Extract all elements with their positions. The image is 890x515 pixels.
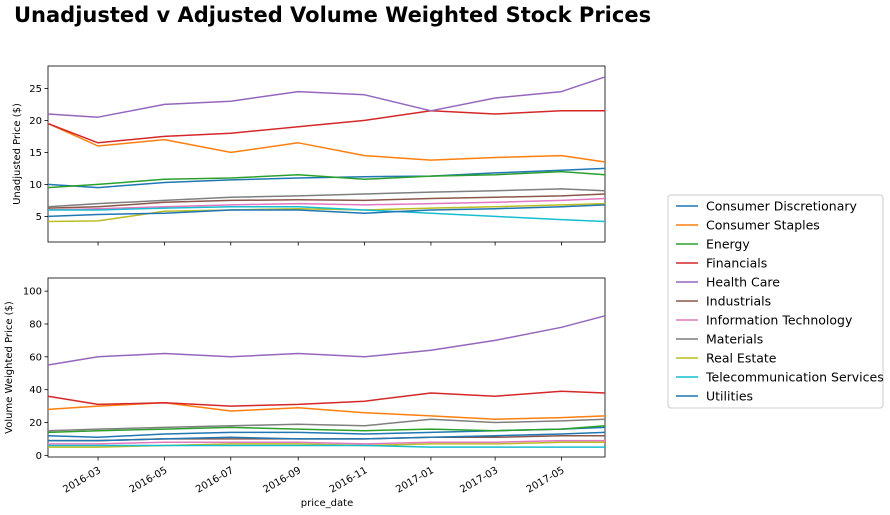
unadjusted-series-consumer-staples [47, 122, 606, 163]
legend-items: Consumer Discretionary Consumer Staples En… [676, 199, 884, 404]
legend-label-industrials: Industrials [706, 294, 771, 309]
volume-weighted-x-tick-label: 2016-05 [128, 465, 170, 495]
unadjusted-series-materials [47, 188, 606, 208]
volume-weighted-y-tick-label: 100 [23, 287, 42, 298]
legend-label-financials: Financials [706, 256, 767, 271]
unadjusted-series-information-technology [47, 197, 606, 211]
volume-weighted-series-financials [47, 390, 606, 407]
volume-weighted-y-tick-label: 20 [29, 418, 42, 429]
figure-title: Unadjusted v Adjusted Volume Weighted St… [14, 3, 651, 27]
x-axis-label: price_date [301, 498, 353, 509]
unadjusted-y-tick-label: 25 [29, 84, 42, 95]
volume-weighted-x-tick-label: 2016-09 [262, 465, 304, 495]
unadjusted-series-health-care [47, 76, 606, 118]
volume-weighted-series-health-care [47, 315, 606, 366]
volume-weighted-y-ticks: 0 20 40 60 80 100 [23, 287, 48, 462]
volume-weighted-series-consumer-staples [47, 402, 606, 420]
unadjusted-y-tick-label: 5 [36, 212, 42, 223]
legend: Consumer Discretionary Consumer Staples En… [667, 194, 884, 409]
volume-weighted-x-tick-label: 2016-07 [194, 465, 236, 495]
legend-label-health-care: Health Care [706, 275, 780, 290]
legend-label-materials: Materials [706, 332, 763, 347]
volume-weighted-series-energy [47, 425, 606, 434]
unadjusted-y-tick-label: 10 [29, 180, 42, 191]
legend-frame [667, 194, 884, 409]
legend-label-utilities: Utilities [706, 389, 753, 404]
volume-weighted-series-information-technology [48, 439, 605, 445]
volume-weighted-x-tick-label: 2016-03 [61, 465, 103, 495]
unadjusted-series-telecommunication-services [48, 206, 606, 223]
legend-label-consumer-staples: Consumer Staples [706, 218, 820, 233]
unadjusted-series-consumer-discretionary [47, 167, 606, 189]
unadjusted-y-tick-label: 20 [29, 116, 42, 127]
volume-weighted-series-telecommunication-services [48, 444, 605, 448]
volume-weighted-y-tick-label: 60 [29, 352, 42, 363]
legend-label-energy: Energy [706, 237, 750, 252]
unadjusted-series-industrials [47, 193, 606, 209]
volume-weighted-y-axis-label: Volume Weighted Price ($) [4, 301, 15, 434]
unadjusted-y-axis-label: Unadjusted Price ($) [12, 103, 23, 205]
volume-weighted-x-tick-label: 2017-03 [458, 465, 500, 495]
unadjusted-series-real-estate [47, 202, 606, 223]
legend-label-real-estate: Real Estate [706, 351, 777, 366]
unadjusted-y-tick-label: 15 [29, 148, 42, 159]
volume-weighted-y-tick-label: 0 [36, 451, 42, 462]
unadjusted-y-ticks: 5 10 15 20 25 [29, 84, 48, 223]
volume-weighted-series-layer [47, 315, 606, 448]
volume-weighted-series-utilities [48, 431, 606, 442]
unadjusted-series-layer [47, 76, 606, 223]
volume-weighted-x-ticks: 2016-03 2016-05 2016-07 2016-09 2016-11 2017-… [61, 457, 566, 496]
legend-label-consumer-discretionary: Consumer Discretionary [706, 199, 857, 214]
unadjusted-price-axes: 5 10 15 20 25 Unadjusted Price ($) [12, 65, 606, 246]
volume-weighted-series-materials [47, 418, 606, 432]
unadjusted-series-energy [47, 170, 606, 189]
legend-label-information-technology: Information Technology [706, 313, 853, 328]
unadjusted-x-ticks [97, 242, 562, 246]
volume-weighted-y-tick-label: 80 [29, 319, 42, 330]
volume-weighted-x-tick-label: 2017-01 [394, 465, 436, 495]
volume-weighted-y-tick-label: 40 [29, 385, 42, 396]
unadjusted-plot-frame [47, 65, 606, 243]
unadjusted-series-financials [47, 110, 605, 144]
volume-weighted-series-real-estate [48, 441, 605, 448]
unadjusted-series-utilities [47, 204, 606, 218]
volume-weighted-plot-frame [47, 277, 606, 458]
legend-label-telecommunication-services: Telecommunication Services [705, 370, 884, 385]
volume-weighted-x-tick-label: 2017-05 [525, 465, 567, 495]
volume-weighted-x-tick-label: 2016-11 [328, 465, 370, 495]
